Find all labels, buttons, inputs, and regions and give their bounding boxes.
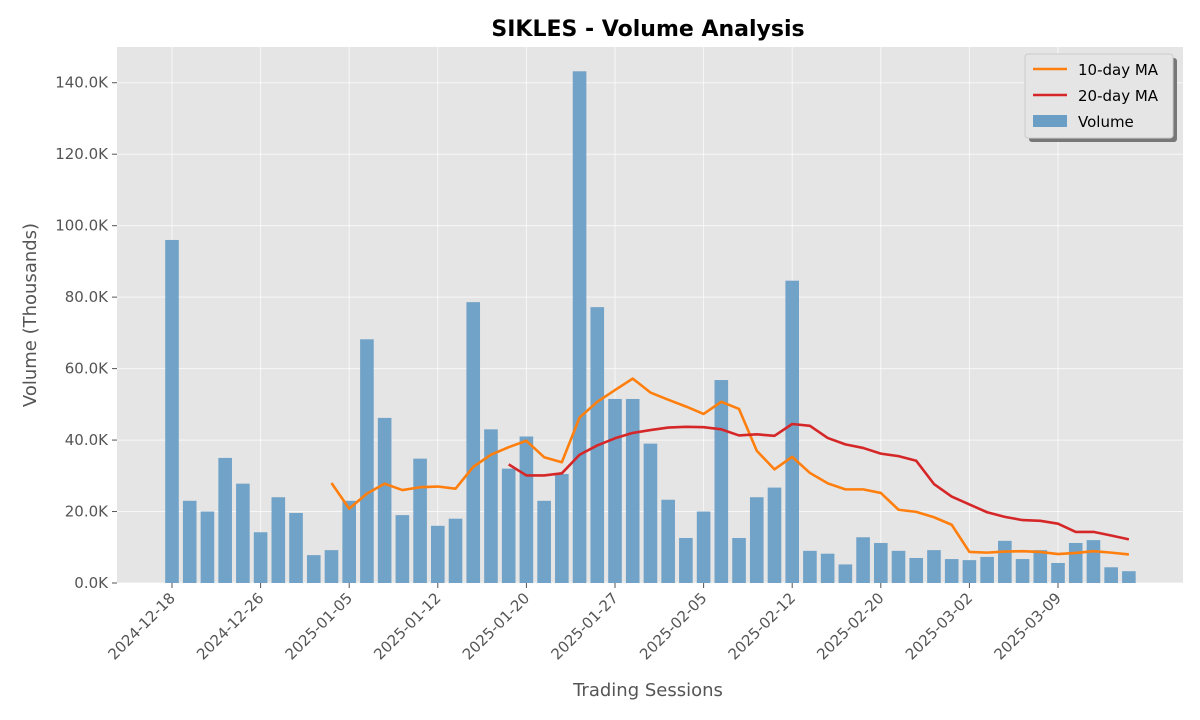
volume-bar (1015, 559, 1030, 583)
volume-bar (998, 540, 1012, 583)
volume-bar (767, 487, 782, 583)
volume-bar (306, 555, 321, 583)
volume-bar (714, 380, 729, 583)
volume-bar (555, 474, 569, 583)
legend-label: Volume (1078, 113, 1134, 131)
volume-bar (643, 443, 658, 583)
20-day-maline (507, 422, 1130, 541)
volume-bar (182, 500, 197, 583)
volume-bar (732, 537, 746, 583)
y-tick-label: 140.0K (55, 74, 109, 92)
volume-bar (785, 280, 799, 583)
volume-bar (395, 515, 410, 583)
volume-bar (448, 518, 463, 583)
volume-bar (360, 339, 374, 583)
volume-bar (377, 417, 392, 583)
volume-bar (466, 302, 481, 583)
volume-bar (608, 398, 622, 583)
volume-bar (253, 532, 268, 583)
y-axis-label: Volume (Thousands) (20, 223, 41, 407)
volume-bar (856, 537, 870, 583)
volume-bar (909, 557, 924, 583)
volume-bar (625, 398, 640, 583)
y-tick-label: 20.0K (65, 503, 109, 521)
chart-title: SIKLES - Volume Analysis (491, 17, 804, 42)
y-tick-label: 0.0K (74, 574, 109, 592)
volume-bar (1122, 571, 1136, 583)
y-tick-label: 100.0K (55, 217, 109, 235)
volume-bar (236, 483, 250, 583)
10-day-maline (330, 377, 1130, 556)
legend: 10-day MA 20-day MA Volume (1024, 53, 1177, 142)
volume-bar (962, 560, 977, 583)
volume-bar (803, 550, 817, 583)
volume-bar (679, 537, 693, 583)
volume-bar (1086, 540, 1101, 583)
y-tick-label: 80.0K (65, 288, 109, 306)
volume-bar (1104, 567, 1118, 583)
volume-bar (1051, 562, 1065, 583)
volume-bar (572, 71, 587, 583)
volume-bar (661, 499, 675, 583)
x-axis-label: Trading Sessions (572, 680, 723, 701)
volume-bar (927, 550, 941, 583)
volume-bar (696, 511, 711, 583)
volume-bar (271, 497, 286, 583)
volume-bar (218, 457, 232, 583)
y-tick-label: 60.0K (65, 360, 109, 378)
legend-label: 10-day MA (1078, 61, 1159, 79)
y-axis-ticks: 0.0K 20.0K 40.0K 60.0K 80.0K 100.0K 120.0K 140.… (55, 74, 117, 592)
legend-bar-swatch (1033, 115, 1067, 127)
volume-bar (1033, 550, 1048, 583)
volume-bar (431, 525, 445, 583)
volume-bar (749, 497, 764, 583)
volume-bar (944, 559, 959, 583)
volume-bars (165, 71, 1136, 583)
volume-bar (324, 550, 339, 583)
volume-bar (838, 564, 853, 583)
volume-bar (289, 512, 303, 583)
y-tick-label: 120.0K (55, 145, 109, 163)
volume-bar (200, 511, 215, 583)
volume-bar (165, 239, 179, 583)
volume-bar (1068, 542, 1083, 583)
volume-bar (484, 429, 498, 583)
volume-bar (874, 542, 888, 583)
volume-bar (537, 500, 551, 583)
volume-bar (413, 458, 427, 583)
volume-bar (980, 556, 994, 583)
legend-label: 20-day MA (1078, 87, 1159, 105)
moving-average-lines (330, 377, 1130, 556)
volume-bar (501, 468, 516, 583)
volume-bar (891, 550, 906, 583)
volume-bar (342, 500, 356, 583)
volume-bar (519, 436, 534, 583)
volume-bar (820, 553, 835, 583)
y-tick-label: 40.0K (65, 431, 109, 449)
